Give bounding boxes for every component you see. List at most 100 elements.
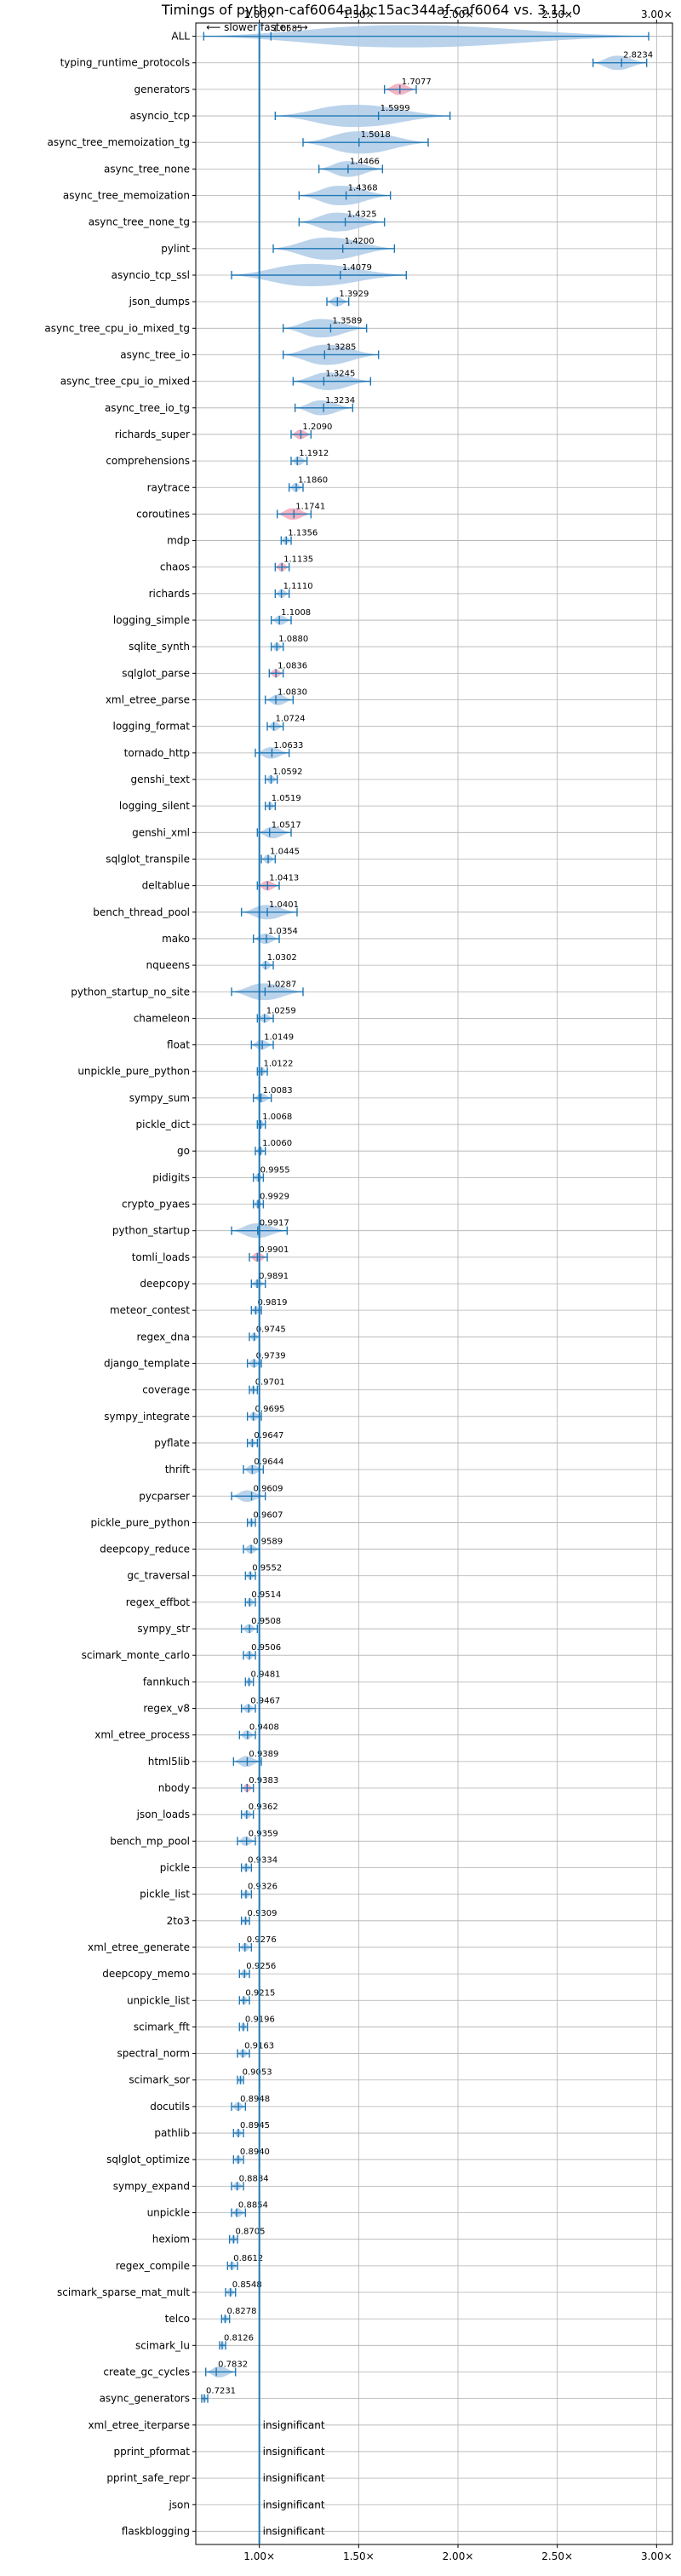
benchmark-row: deepcopy 0.9891 xyxy=(140,1272,672,1290)
benchmark-row: spectral_norm0.9163 xyxy=(117,2042,672,2060)
benchmark-label: unpickle_pure_python xyxy=(77,1066,190,1078)
speed-direction-note: ⟵ slower faster ⟶ xyxy=(206,21,308,33)
benchmark-label: thrift xyxy=(165,1463,191,1475)
benchmark-row: sqlglot_transpile 1.0445 xyxy=(106,847,672,865)
benchmark-row: async_tree_io 1.3285 xyxy=(120,342,672,365)
benchmark-layer: ALL 1.0585 typing_runtime_protocols 2.8234 g… xyxy=(44,25,672,2537)
benchmark-label: scimark_monte_carlo xyxy=(82,1649,190,1661)
mean-value-label: 0.8854 xyxy=(238,2201,268,2211)
benchmark-row: unpickle_pure_python 1.0122 xyxy=(77,1060,672,1078)
mean-value-label: 1.4200 xyxy=(345,237,375,246)
mean-value-label: 0.9819 xyxy=(257,1298,287,1308)
benchmark-label: asyncio_tcp xyxy=(129,110,190,122)
mean-value-label: 0.8884 xyxy=(239,2174,269,2183)
mean-value-label: 0.9481 xyxy=(251,1670,281,1679)
benchmark-label: richards xyxy=(149,588,190,600)
benchmark-row: pathlib 0.8945 xyxy=(154,2121,672,2139)
mean-value-label: 0.9695 xyxy=(255,1405,285,1414)
mean-value-label: 0.9514 xyxy=(251,1590,281,1600)
benchmark-label: pylint xyxy=(161,243,190,255)
mean-value-label: 1.2090 xyxy=(302,423,332,432)
benchmark-row: typing_runtime_protocols 2.8234 xyxy=(60,51,672,71)
benchmark-row: pickle 0.9334 xyxy=(160,1855,672,1873)
benchmark-label: unpickle_list xyxy=(127,1994,190,2006)
benchmark-row: asyncio_tcp 1.5999 xyxy=(129,104,672,128)
benchmark-label: mdp xyxy=(167,535,190,547)
benchmark-row: pickle_list 0.9326 xyxy=(140,1883,672,1900)
mean-value-label: 0.9745 xyxy=(256,1325,286,1334)
mean-value-label: 1.0083 xyxy=(263,1086,293,1095)
benchmark-label: chaos xyxy=(160,561,190,573)
benchmark-label: pickle_pure_python xyxy=(91,1516,190,1528)
benchmark-label: crypto_pyaes xyxy=(122,1199,190,1210)
benchmark-label: xml_etree_process xyxy=(94,1729,190,1741)
benchmark-label: deltablue xyxy=(142,880,190,892)
benchmark-label: async_tree_none_tg xyxy=(89,216,190,228)
benchmark-row: deltablue 1.0413 xyxy=(142,874,672,892)
benchmark-label: sympy_expand xyxy=(113,2180,190,2192)
benchmark-label: 2to3 xyxy=(167,1915,190,1927)
benchmark-label: logging_format xyxy=(112,721,190,733)
benchmark-row: logging_format 1.0724 xyxy=(112,715,672,733)
benchmark-label: go xyxy=(177,1145,190,1157)
benchmark-label: regex_dna xyxy=(136,1331,190,1343)
benchmark-row: nqueens 1.0302 xyxy=(146,953,672,971)
benchmark-label: json_dumps xyxy=(129,296,190,308)
benchmark-label: pprint_pformat xyxy=(114,2446,191,2458)
insignificant-label: insignificant xyxy=(263,2419,325,2431)
mean-value-label: 1.0060 xyxy=(262,1139,292,1148)
mean-value-label: 0.9647 xyxy=(254,1431,283,1440)
benchmark-row: logging_silent 1.0519 xyxy=(119,794,672,812)
mean-value-label: 1.0122 xyxy=(264,1060,294,1069)
benchmark-label: deepcopy_reduce xyxy=(100,1544,190,1555)
mean-value-label: 0.9215 xyxy=(245,1988,275,1998)
benchmark-row: ALL 1.0585 xyxy=(171,25,672,48)
mean-value-label: 1.0302 xyxy=(267,953,297,963)
x-tick-label-top: 1.00× xyxy=(243,9,275,20)
x-tick-label-top: 2.00× xyxy=(443,9,474,20)
benchmark-label: nqueens xyxy=(146,959,190,971)
mean-value-label: 1.1912 xyxy=(299,449,329,458)
benchmark-label: genshi_text xyxy=(131,773,191,785)
benchmark-row: sqlite_synth 1.0880 xyxy=(129,635,672,653)
mean-value-label: 1.0354 xyxy=(268,927,298,936)
mean-value-label: 0.9607 xyxy=(253,1510,283,1520)
benchmark-row: create_gc_cycles 0.7832 xyxy=(103,2360,672,2378)
mean-value-label: 0.9309 xyxy=(248,1909,278,1918)
benchmark-row: regex_effbot 0.9514 xyxy=(126,1590,672,1608)
benchmark-label: regex_v8 xyxy=(143,1703,190,1715)
benchmark-row: pickle_pure_python 0.9607 xyxy=(91,1510,672,1528)
benchmark-row: generators 1.7077 xyxy=(134,78,672,95)
benchmark-label: async_tree_memoization xyxy=(63,190,190,202)
mean-value-label: 0.9552 xyxy=(252,1564,282,1573)
mean-value-label: 0.9701 xyxy=(255,1378,285,1388)
benchmark-row: mako 1.0354 xyxy=(162,927,672,945)
mean-value-label: 1.0724 xyxy=(276,715,306,724)
mean-value-label: 0.8278 xyxy=(226,2307,256,2316)
benchmark-row: docutils 0.8948 xyxy=(150,2095,672,2113)
benchmark-label: hexiom xyxy=(152,2234,190,2245)
insignificant-label: insignificant xyxy=(263,2498,325,2510)
benchmark-row: json insignificant xyxy=(168,2498,672,2510)
benchmark-label: async_tree_cpu_io_mixed_tg xyxy=(44,322,190,334)
mean-value-label: 0.9389 xyxy=(249,1750,278,1759)
benchmark-row: regex_v8 0.9467 xyxy=(143,1697,672,1715)
benchmark-label: sympy_str xyxy=(137,1623,190,1635)
mean-value-label: 1.4368 xyxy=(348,184,378,193)
benchmark-row: nbody 0.9383 xyxy=(158,1776,672,1794)
benchmark-row: coroutines 1.1741 xyxy=(136,502,672,520)
benchmark-row: json_dumps 1.3929 xyxy=(129,290,672,308)
benchmark-label: pickle_list xyxy=(140,1889,190,1900)
benchmark-label: logging_silent xyxy=(119,800,190,812)
benchmark-row: sympy_expand 0.8884 xyxy=(113,2174,672,2192)
mean-value-label: 0.9053 xyxy=(243,2068,272,2078)
benchmark-row: xml_etree_process 0.9408 xyxy=(94,1723,672,1741)
benchmark-label: unpickle xyxy=(147,2207,190,2219)
benchmark-row: regex_compile 0.8612 xyxy=(116,2254,672,2272)
mean-value-label: 0.7832 xyxy=(218,2360,248,2369)
mean-value-label: 0.9359 xyxy=(249,1829,278,1838)
mean-value-label: 1.0517 xyxy=(272,820,301,830)
benchmark-row: async_tree_none 1.4466 xyxy=(104,157,672,177)
